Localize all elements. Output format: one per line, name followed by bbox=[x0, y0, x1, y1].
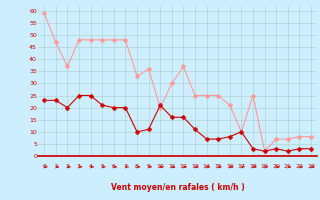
X-axis label: Vent moyen/en rafales ( km/h ): Vent moyen/en rafales ( km/h ) bbox=[111, 183, 244, 192]
